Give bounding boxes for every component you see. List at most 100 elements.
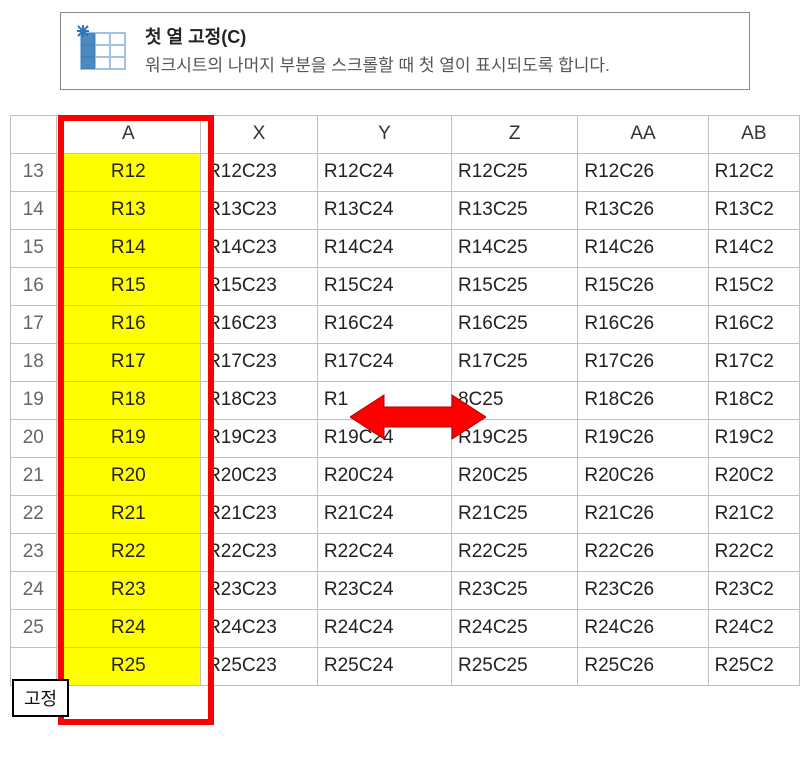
cell[interactable]: R15C26: [578, 267, 708, 305]
cell[interactable]: R16C23: [201, 305, 318, 343]
cell[interactable]: R22C26: [578, 533, 708, 571]
cell[interactable]: R12C26: [578, 153, 708, 191]
cell[interactable]: R20C2: [708, 457, 799, 495]
cell[interactable]: R19C24: [317, 419, 451, 457]
spreadsheet-grid[interactable]: A X Y Z AA AB 13R12R12C23R12C24R12C25R12…: [10, 115, 800, 686]
cell[interactable]: R24C26: [578, 609, 708, 647]
cell[interactable]: R17C2: [708, 343, 799, 381]
frozen-cell[interactable]: R19: [56, 419, 201, 457]
cell[interactable]: R15C25: [451, 267, 577, 305]
cell[interactable]: R25C24: [317, 647, 451, 685]
cell[interactable]: R23C25: [451, 571, 577, 609]
cell[interactable]: R24C25: [451, 609, 577, 647]
cell[interactable]: R19C2: [708, 419, 799, 457]
cell[interactable]: R24C24: [317, 609, 451, 647]
cell[interactable]: R15C2: [708, 267, 799, 305]
cell[interactable]: R16C24: [317, 305, 451, 343]
cell[interactable]: 8C25: [451, 381, 577, 419]
cell[interactable]: R23C24: [317, 571, 451, 609]
cell[interactable]: R16C2: [708, 305, 799, 343]
cell[interactable]: R21C2: [708, 495, 799, 533]
cell[interactable]: R15C23: [201, 267, 318, 305]
cell[interactable]: R19C25: [451, 419, 577, 457]
column-header[interactable]: AA: [578, 115, 708, 153]
frozen-cell[interactable]: R25: [56, 647, 201, 685]
column-header[interactable]: AB: [708, 115, 799, 153]
cell[interactable]: R21C25: [451, 495, 577, 533]
cell[interactable]: R22C2: [708, 533, 799, 571]
cell[interactable]: R23C23: [201, 571, 318, 609]
frozen-cell[interactable]: R24: [56, 609, 201, 647]
cell[interactable]: R20C25: [451, 457, 577, 495]
row-header[interactable]: 13: [11, 153, 57, 191]
cell[interactable]: R24C23: [201, 609, 318, 647]
cell[interactable]: R22C24: [317, 533, 451, 571]
row-header[interactable]: 19: [11, 381, 57, 419]
cell[interactable]: R13C23: [201, 191, 318, 229]
cell[interactable]: R17C23: [201, 343, 318, 381]
row-header[interactable]: 17: [11, 305, 57, 343]
select-all-corner[interactable]: [11, 115, 57, 153]
cell[interactable]: R13C25: [451, 191, 577, 229]
row-header[interactable]: 15: [11, 229, 57, 267]
cell[interactable]: R16C26: [578, 305, 708, 343]
frozen-cell[interactable]: R14: [56, 229, 201, 267]
row-header[interactable]: 20: [11, 419, 57, 457]
cell[interactable]: R13C26: [578, 191, 708, 229]
cell[interactable]: R14C25: [451, 229, 577, 267]
cell[interactable]: R19C23: [201, 419, 318, 457]
row-header[interactable]: 14: [11, 191, 57, 229]
frozen-cell[interactable]: R18: [56, 381, 201, 419]
frozen-cell[interactable]: R21: [56, 495, 201, 533]
cell[interactable]: R12C24: [317, 153, 451, 191]
frozen-cell[interactable]: R15: [56, 267, 201, 305]
cell[interactable]: R17C26: [578, 343, 708, 381]
cell[interactable]: R14C26: [578, 229, 708, 267]
column-header[interactable]: X: [201, 115, 318, 153]
frozen-cell[interactable]: R16: [56, 305, 201, 343]
cell[interactable]: R23C26: [578, 571, 708, 609]
row-header[interactable]: 25: [11, 609, 57, 647]
cell[interactable]: R14C2: [708, 229, 799, 267]
cell[interactable]: R25C23: [201, 647, 318, 685]
column-header[interactable]: A: [56, 115, 201, 153]
cell[interactable]: R12C2: [708, 153, 799, 191]
row-header[interactable]: 18: [11, 343, 57, 381]
cell[interactable]: R14C24: [317, 229, 451, 267]
cell[interactable]: R19C26: [578, 419, 708, 457]
cell[interactable]: R25C26: [578, 647, 708, 685]
cell[interactable]: R12C25: [451, 153, 577, 191]
cell[interactable]: R22C23: [201, 533, 318, 571]
cell[interactable]: R15C24: [317, 267, 451, 305]
cell[interactable]: R13C2: [708, 191, 799, 229]
cell[interactable]: R24C2: [708, 609, 799, 647]
cell[interactable]: R21C26: [578, 495, 708, 533]
cell[interactable]: R20C24: [317, 457, 451, 495]
cell[interactable]: R14C23: [201, 229, 318, 267]
row-header[interactable]: 16: [11, 267, 57, 305]
cell[interactable]: R1: [317, 381, 451, 419]
cell[interactable]: R18C26: [578, 381, 708, 419]
cell[interactable]: R25C2: [708, 647, 799, 685]
cell[interactable]: R17C25: [451, 343, 577, 381]
cell[interactable]: R21C23: [201, 495, 318, 533]
row-header[interactable]: 23: [11, 533, 57, 571]
cell[interactable]: R25C25: [451, 647, 577, 685]
cell[interactable]: R20C26: [578, 457, 708, 495]
cell[interactable]: R17C24: [317, 343, 451, 381]
row-header[interactable]: 24: [11, 571, 57, 609]
frozen-cell[interactable]: R12: [56, 153, 201, 191]
frozen-cell[interactable]: R13: [56, 191, 201, 229]
cell[interactable]: R16C25: [451, 305, 577, 343]
column-header[interactable]: Z: [451, 115, 577, 153]
cell[interactable]: R18C23: [201, 381, 318, 419]
cell[interactable]: R13C24: [317, 191, 451, 229]
frozen-cell[interactable]: R17: [56, 343, 201, 381]
cell[interactable]: R18C2: [708, 381, 799, 419]
cell[interactable]: R20C23: [201, 457, 318, 495]
row-header[interactable]: 22: [11, 495, 57, 533]
column-header[interactable]: Y: [317, 115, 451, 153]
cell[interactable]: R22C25: [451, 533, 577, 571]
row-header[interactable]: 21: [11, 457, 57, 495]
frozen-cell[interactable]: R22: [56, 533, 201, 571]
